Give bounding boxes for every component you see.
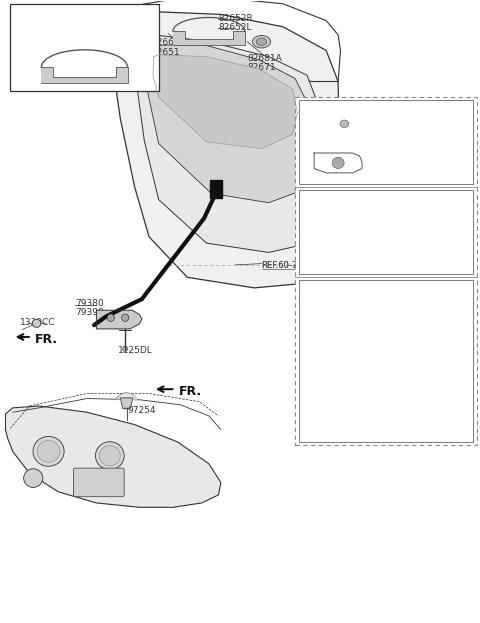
Bar	[299, 190, 473, 274]
Text: FR.: FR.	[179, 385, 202, 398]
Polygon shape	[331, 371, 345, 381]
Text: INDICATOR ASSY): INDICATOR ASSY)	[304, 113, 380, 122]
Polygon shape	[331, 242, 345, 252]
Polygon shape	[314, 153, 362, 173]
Text: LIGHT SENSOR): LIGHT SENSOR)	[304, 203, 372, 212]
Text: 97254: 97254	[128, 406, 156, 416]
Ellipse shape	[96, 442, 124, 470]
Text: REF.60-760: REF.60-760	[262, 261, 309, 270]
Ellipse shape	[121, 314, 129, 321]
Text: (W/SECRUITY: (W/SECRUITY	[304, 105, 359, 113]
Text: 82652L: 82652L	[218, 23, 252, 32]
Polygon shape	[173, 31, 245, 45]
Text: 82652R: 82652R	[218, 14, 253, 22]
Text: 97253K: 97253K	[364, 245, 399, 254]
Bar	[10, 4, 158, 91]
Text: 1339CC: 1339CC	[20, 318, 55, 327]
Text: REF.81-824: REF.81-824	[317, 216, 363, 225]
Text: 82671: 82671	[247, 64, 276, 72]
FancyBboxPatch shape	[73, 468, 124, 497]
Text: REF.81-824: REF.81-824	[317, 216, 363, 225]
Ellipse shape	[336, 112, 352, 126]
Ellipse shape	[33, 437, 64, 466]
Ellipse shape	[24, 468, 43, 487]
Ellipse shape	[256, 38, 267, 45]
Polygon shape	[331, 151, 345, 162]
Text: 82651: 82651	[152, 48, 180, 57]
Polygon shape	[120, 398, 133, 409]
Polygon shape	[96, 310, 142, 329]
Text: 95100B: 95100B	[364, 374, 399, 383]
Bar	[299, 100, 473, 184]
Text: REF.60-760: REF.60-760	[262, 261, 309, 270]
Polygon shape	[5, 406, 221, 507]
Ellipse shape	[340, 120, 348, 128]
Ellipse shape	[123, 346, 128, 351]
Text: 82661R: 82661R	[152, 39, 186, 47]
Ellipse shape	[252, 36, 271, 48]
Text: 1125DL: 1125DL	[118, 346, 153, 354]
Text: 82681A: 82681A	[247, 54, 282, 63]
Text: 82651: 82651	[70, 26, 99, 35]
Bar	[210, 180, 222, 197]
Bar	[299, 280, 473, 442]
Ellipse shape	[32, 319, 41, 327]
Text: SENSOR): SENSOR)	[304, 293, 344, 303]
Polygon shape	[135, 35, 317, 252]
Text: 81350B: 81350B	[345, 116, 380, 125]
Polygon shape	[41, 67, 128, 83]
Text: (W/AUTO LIGHT: (W/AUTO LIGHT	[304, 285, 369, 294]
Bar	[295, 97, 477, 445]
Text: 79380: 79380	[75, 299, 104, 308]
Text: 79390: 79390	[75, 308, 104, 317]
Text: 81456C: 81456C	[333, 155, 368, 164]
Ellipse shape	[99, 445, 120, 466]
Ellipse shape	[37, 440, 60, 462]
Polygon shape	[153, 55, 298, 149]
Text: 95410K: 95410K	[364, 155, 399, 164]
Text: FR.: FR.	[35, 333, 58, 346]
Ellipse shape	[107, 314, 114, 321]
Polygon shape	[111, 12, 340, 288]
Text: 82661R: 82661R	[67, 17, 102, 27]
Ellipse shape	[332, 158, 344, 169]
Polygon shape	[144, 44, 307, 202]
Text: (SMART KEY-FR DR): (SMART KEY-FR DR)	[44, 9, 125, 18]
Text: (W/PHOTO & AUTO: (W/PHOTO & AUTO	[304, 194, 383, 204]
